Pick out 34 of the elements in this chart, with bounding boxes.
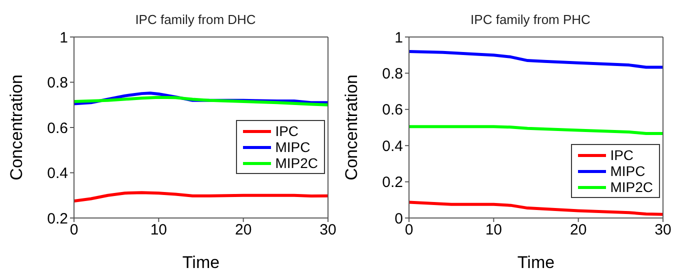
x-tick-label: 10 bbox=[485, 222, 502, 239]
line-series bbox=[409, 200, 663, 216]
chart-title: IPC family from DHC bbox=[135, 12, 256, 27]
legend-label: IPC bbox=[275, 123, 299, 139]
y-axis-title: Concentration bbox=[342, 74, 362, 180]
line-series bbox=[74, 96, 328, 106]
y-tick-label: 0.4 bbox=[382, 138, 403, 155]
line-series bbox=[409, 50, 663, 69]
y-tick-label: 1 bbox=[60, 29, 68, 46]
y-tick-label: 0.8 bbox=[47, 74, 68, 92]
legend-label: MIPC bbox=[610, 163, 646, 179]
y-tick-label: 0.6 bbox=[47, 120, 68, 137]
line-series bbox=[409, 125, 663, 135]
line-series bbox=[74, 191, 328, 203]
y-tick-label: 0.8 bbox=[382, 66, 403, 83]
x-axis-title: Time bbox=[517, 253, 555, 272]
x-tick-label: 30 bbox=[654, 222, 672, 239]
y-tick-label: 0.4 bbox=[47, 165, 68, 182]
y-tick-label: 0.2 bbox=[382, 174, 403, 192]
y-tick-label: 0.2 bbox=[47, 210, 68, 228]
legend-label: MIPC bbox=[275, 139, 310, 155]
x-tick-label: 20 bbox=[234, 222, 252, 239]
y-tick-label: 0.6 bbox=[382, 102, 403, 119]
x-axis-title: Time bbox=[182, 253, 220, 272]
y-tick-label: 1 bbox=[394, 29, 403, 46]
legend-label: MIP2C bbox=[275, 155, 318, 171]
x-tick-label: 10 bbox=[150, 222, 168, 239]
legend-label: MIP2C bbox=[610, 179, 653, 195]
legend-label: IPC bbox=[610, 147, 634, 163]
x-tick-label: 20 bbox=[570, 222, 587, 239]
y-tick-label: 0 bbox=[394, 210, 403, 228]
chart-title: IPC family from PHC bbox=[470, 12, 590, 27]
y-axis-title: Concentration bbox=[7, 74, 26, 180]
x-tick-label: 30 bbox=[320, 222, 336, 239]
